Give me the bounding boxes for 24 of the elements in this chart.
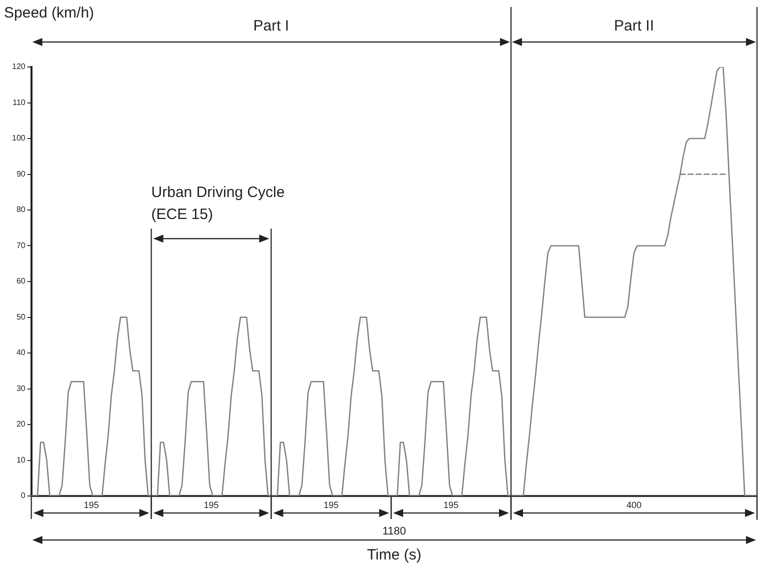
- y-tick-label: 120: [12, 62, 26, 72]
- text: 195: [84, 500, 99, 510]
- text: Part I: [253, 18, 290, 35]
- annotation: Urban Driving Cycle (ECE 15): [151, 184, 285, 224]
- y-tick-label: 10: [16, 455, 26, 464]
- y-tick-label: 60: [16, 276, 26, 286]
- text: 195: [324, 500, 339, 510]
- text: 400: [626, 500, 642, 510]
- x-axis-title: Time (s): [366, 546, 422, 564]
- text: 1180: [382, 526, 406, 538]
- y-tick-label: 70: [16, 240, 26, 250]
- y-tick-label: 110: [12, 98, 26, 107]
- y-tick-label: 50: [16, 312, 26, 322]
- y-tick-label: 100: [12, 134, 26, 143]
- y-tick-label: 30: [16, 384, 26, 393]
- text: 195: [204, 500, 219, 510]
- text: Part II: [614, 18, 654, 35]
- y-axis-title: Speed (km/h): [4, 4, 94, 22]
- y-tick-label: 80: [16, 205, 26, 214]
- y-tick-label: 0: [20, 491, 26, 500]
- y-tick-label: 20: [16, 420, 26, 429]
- y-tick-label: 40: [16, 348, 26, 358]
- text: 195: [444, 500, 459, 510]
- y-tick-label: 90: [16, 169, 26, 178]
